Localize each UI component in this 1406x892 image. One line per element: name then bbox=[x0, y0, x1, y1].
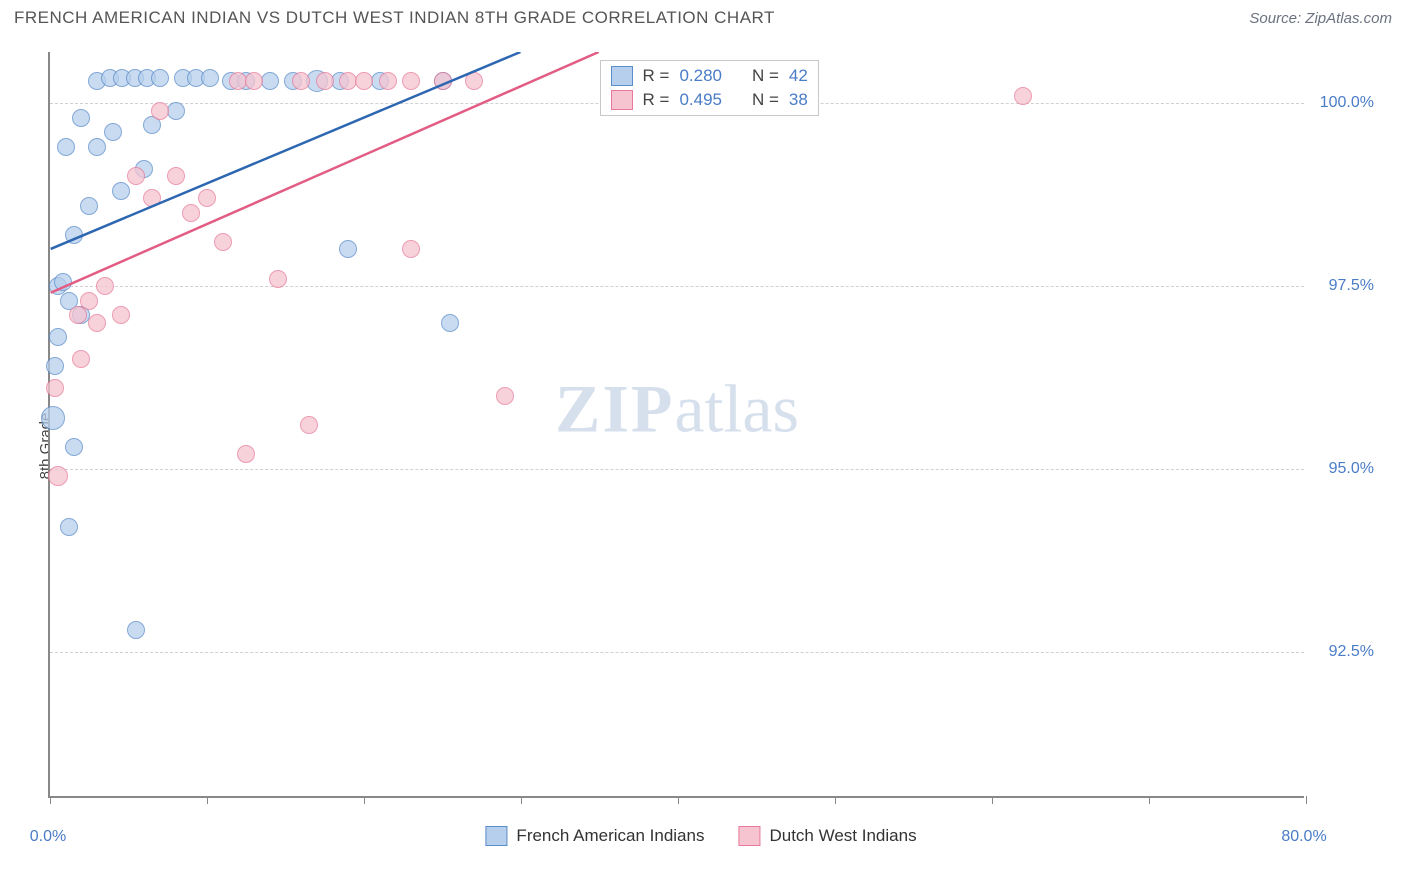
dutch-point bbox=[292, 72, 310, 90]
french-point bbox=[112, 182, 130, 200]
french-point bbox=[54, 273, 72, 291]
dutch-swatch-icon bbox=[611, 90, 633, 110]
legend-item: Dutch West Indians bbox=[738, 826, 916, 846]
dutch-point bbox=[167, 167, 185, 185]
legend-stat-row: R = 0.495 N = 38 bbox=[611, 88, 808, 112]
n-value: 42 bbox=[789, 66, 808, 86]
dutch-point bbox=[112, 306, 130, 324]
n-value: 38 bbox=[789, 90, 808, 110]
chart-area: ZIPatlas 92.5%95.0%97.5%100.0% R =0.280N… bbox=[48, 52, 1354, 838]
chart-header: FRENCH AMERICAN INDIAN VS DUTCH WEST IND… bbox=[0, 0, 1406, 38]
x-tick bbox=[992, 796, 993, 804]
french-point bbox=[65, 438, 83, 456]
french-point bbox=[127, 621, 145, 639]
french-point bbox=[201, 69, 219, 87]
plot-area: ZIPatlas 92.5%95.0%97.5%100.0% R =0.280N… bbox=[48, 52, 1304, 798]
r-label: R = bbox=[643, 66, 670, 86]
french-point bbox=[65, 226, 83, 244]
french-point bbox=[88, 138, 106, 156]
dutch-point bbox=[269, 270, 287, 288]
dutch-point bbox=[46, 379, 64, 397]
dutch-point bbox=[402, 72, 420, 90]
dutch-point bbox=[88, 314, 106, 332]
r-value: 0.495 bbox=[679, 90, 722, 110]
french-point bbox=[441, 314, 459, 332]
french-point bbox=[46, 357, 64, 375]
dutch-point bbox=[182, 204, 200, 222]
dutch-point bbox=[69, 306, 87, 324]
dutch-point bbox=[245, 72, 263, 90]
dutch-point bbox=[237, 445, 255, 463]
dutch-point bbox=[379, 72, 397, 90]
r-value: 0.280 bbox=[679, 66, 722, 86]
scatter-layer bbox=[50, 52, 1304, 796]
dutch-point bbox=[151, 102, 169, 120]
legend-item: French American Indians bbox=[485, 826, 704, 846]
y-tick-label: 97.5% bbox=[1314, 277, 1374, 295]
series-legend: French American Indians Dutch West Indian… bbox=[485, 826, 916, 846]
french-point bbox=[49, 328, 67, 346]
dutch-point bbox=[316, 72, 334, 90]
n-label: N = bbox=[752, 90, 779, 110]
y-tick-label: 92.5% bbox=[1314, 643, 1374, 661]
legend-stat-row: R = 0.280 N = 42 bbox=[611, 64, 808, 88]
french-point bbox=[60, 518, 78, 536]
correlation-legend-box: R = 0.280 N = 42 R = 0.495 N = 38 bbox=[600, 60, 819, 116]
french-point bbox=[104, 123, 122, 141]
x-tick bbox=[678, 796, 679, 804]
dutch-point bbox=[48, 466, 68, 486]
dutch-point bbox=[80, 292, 98, 310]
legend-label: Dutch West Indians bbox=[769, 826, 916, 846]
y-tick-label: 95.0% bbox=[1314, 460, 1374, 478]
dutch-point bbox=[300, 416, 318, 434]
french-point bbox=[167, 102, 185, 120]
french-point bbox=[72, 109, 90, 127]
source-name: ZipAtlas.com bbox=[1305, 10, 1392, 27]
dutch-point bbox=[1014, 87, 1032, 105]
x-axis-end-label: 80.0% bbox=[1281, 828, 1326, 846]
x-tick bbox=[50, 796, 51, 804]
chart-title: FRENCH AMERICAN INDIAN VS DUTCH WEST IND… bbox=[14, 8, 775, 28]
dutch-point bbox=[72, 350, 90, 368]
x-tick bbox=[835, 796, 836, 804]
x-tick bbox=[1149, 796, 1150, 804]
n-label: N = bbox=[752, 66, 779, 86]
dutch-swatch-icon bbox=[738, 826, 760, 846]
dutch-point bbox=[434, 72, 452, 90]
x-tick bbox=[207, 796, 208, 804]
dutch-point bbox=[214, 233, 232, 251]
r-label: R = bbox=[643, 90, 670, 110]
x-tick bbox=[1306, 796, 1307, 804]
dutch-point bbox=[402, 240, 420, 258]
dutch-point bbox=[198, 189, 216, 207]
french-point bbox=[151, 69, 169, 87]
x-tick bbox=[364, 796, 365, 804]
french-swatch-icon bbox=[611, 66, 633, 86]
french-point bbox=[80, 197, 98, 215]
french-point bbox=[339, 240, 357, 258]
dutch-point bbox=[127, 167, 145, 185]
dutch-point bbox=[465, 72, 483, 90]
french-point bbox=[57, 138, 75, 156]
x-tick bbox=[521, 796, 522, 804]
source-prefix: Source: bbox=[1249, 10, 1301, 27]
french-point bbox=[41, 406, 65, 430]
y-tick-label: 100.0% bbox=[1314, 94, 1374, 112]
dutch-point bbox=[96, 277, 114, 295]
dutch-point bbox=[143, 189, 161, 207]
legend-label: French American Indians bbox=[516, 826, 704, 846]
french-swatch-icon bbox=[485, 826, 507, 846]
x-axis-start-label: 0.0% bbox=[30, 828, 66, 846]
french-point bbox=[261, 72, 279, 90]
source-attribution: Source: ZipAtlas.com bbox=[1249, 10, 1392, 27]
dutch-point bbox=[355, 72, 373, 90]
dutch-point bbox=[496, 387, 514, 405]
